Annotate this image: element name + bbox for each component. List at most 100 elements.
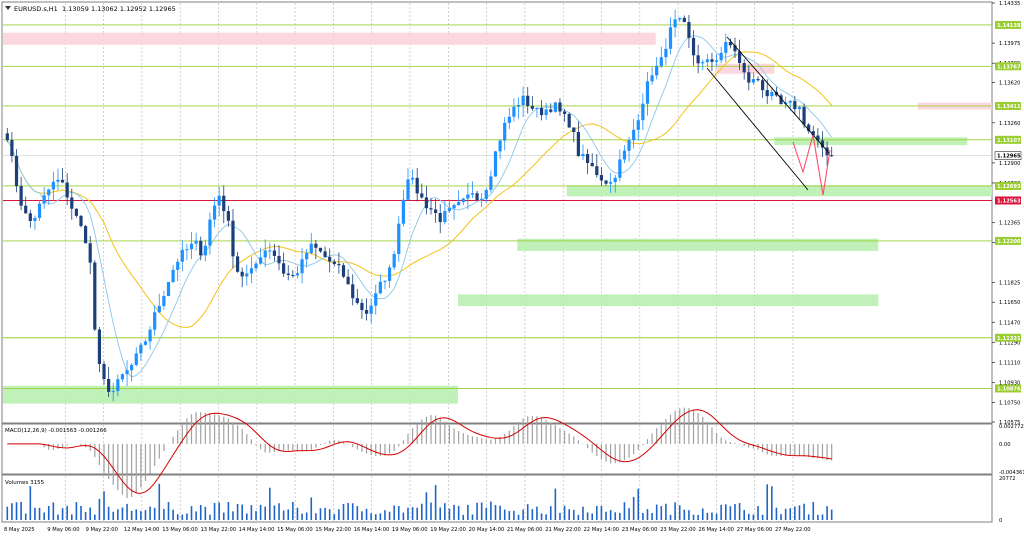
candle-body[interactable] <box>235 256 240 272</box>
candle-body[interactable] <box>770 91 774 97</box>
candle-body[interactable] <box>332 261 336 264</box>
candle-body[interactable] <box>259 257 263 264</box>
candle-body[interactable] <box>351 284 355 299</box>
candle-body[interactable] <box>79 215 83 227</box>
candle-body[interactable] <box>816 135 820 141</box>
candlesticks[interactable] <box>5 9 834 402</box>
candle-body[interactable] <box>493 151 498 177</box>
candle-body[interactable] <box>88 243 92 263</box>
candle-body[interactable] <box>521 95 525 106</box>
candle-body[interactable] <box>664 48 668 58</box>
candle-body[interactable] <box>74 208 78 216</box>
candle-body[interactable] <box>37 203 42 218</box>
candle-body[interactable] <box>97 329 102 365</box>
candle-body[interactable] <box>434 209 438 214</box>
candle-body[interactable] <box>277 255 281 264</box>
candle-body[interactable] <box>222 195 226 212</box>
candle-body[interactable] <box>457 201 461 206</box>
candle-body[interactable] <box>830 155 834 157</box>
candle-body[interactable] <box>576 131 580 157</box>
candle-body[interactable] <box>447 208 452 212</box>
candle-body[interactable] <box>645 81 650 104</box>
candle-body[interactable] <box>613 177 617 183</box>
candle-body[interactable] <box>751 79 756 83</box>
candle-body[interactable] <box>47 189 51 196</box>
candle-body[interactable] <box>714 60 719 62</box>
candle-body[interactable] <box>678 17 682 20</box>
candle-body[interactable] <box>410 177 415 180</box>
candle-body[interactable] <box>526 95 530 107</box>
candle-body[interactable] <box>733 45 737 52</box>
candle-body[interactable] <box>470 193 475 195</box>
candle-body[interactable] <box>530 106 534 109</box>
candle-body[interactable] <box>387 267 392 281</box>
candle-body[interactable] <box>364 310 369 314</box>
candle-body[interactable] <box>226 211 230 221</box>
candle-body[interactable] <box>14 155 19 187</box>
candle-body[interactable] <box>452 205 456 209</box>
candle-body[interactable] <box>461 198 465 202</box>
candle-body[interactable] <box>254 263 258 269</box>
candle-body[interactable] <box>797 106 802 110</box>
candle-body[interactable] <box>318 247 323 252</box>
candle-body[interactable] <box>682 17 686 23</box>
price-axis[interactable]: 1.143351.139751.137951.136201.132601.129… <box>992 1 1022 426</box>
candle-body[interactable] <box>143 341 148 345</box>
candle-body[interactable] <box>383 280 387 282</box>
candle-body[interactable] <box>604 180 608 184</box>
candle-body[interactable] <box>125 370 129 375</box>
candle-body[interactable] <box>498 140 502 152</box>
candle-body[interactable] <box>263 250 267 258</box>
candle-body[interactable] <box>807 124 811 132</box>
candle-body[interactable] <box>231 220 235 257</box>
candle-body[interactable] <box>737 51 742 64</box>
candle-body[interactable] <box>19 186 23 206</box>
candle-body[interactable] <box>516 105 521 107</box>
candle-body[interactable] <box>466 194 470 199</box>
candle-body[interactable] <box>489 176 493 190</box>
candle-body[interactable] <box>622 150 627 160</box>
candle-body[interactable] <box>503 122 507 141</box>
candle-body[interactable] <box>157 305 161 313</box>
candle-body[interactable] <box>5 133 9 141</box>
candle-body[interactable] <box>655 65 659 76</box>
candle-body[interactable] <box>176 261 180 270</box>
candle-body[interactable] <box>659 57 663 66</box>
candle-body[interactable] <box>130 364 134 371</box>
candle-body[interactable] <box>549 109 553 112</box>
candle-body[interactable] <box>305 253 309 260</box>
candle-body[interactable] <box>562 111 567 115</box>
candle-body[interactable] <box>535 107 539 109</box>
candle-body[interactable] <box>438 213 442 223</box>
candle-body[interactable] <box>742 63 746 73</box>
candle-body[interactable] <box>811 131 815 136</box>
candle-body[interactable] <box>756 79 760 81</box>
candle-body[interactable] <box>668 27 673 49</box>
candle-body[interactable] <box>166 281 171 297</box>
candle-body[interactable] <box>590 162 594 167</box>
candle-body[interactable] <box>765 90 769 97</box>
candle-body[interactable] <box>724 42 728 53</box>
candle-body[interactable] <box>268 250 272 252</box>
candle-body[interactable] <box>618 159 622 178</box>
candle-body[interactable] <box>291 274 295 276</box>
candle-body[interactable] <box>673 19 677 28</box>
candle-body[interactable] <box>793 100 797 110</box>
candle-body[interactable] <box>314 243 318 248</box>
candle-body[interactable] <box>240 271 244 277</box>
candle-body[interactable] <box>420 193 424 198</box>
candle-body[interactable] <box>203 245 207 256</box>
candle-body[interactable] <box>609 182 613 184</box>
candle-body[interactable] <box>10 140 14 156</box>
candle-body[interactable] <box>406 179 410 200</box>
candle-body[interactable] <box>567 114 571 128</box>
candle-body[interactable] <box>599 175 604 181</box>
candle-body[interactable] <box>360 302 364 311</box>
candle-body[interactable] <box>374 293 378 306</box>
candle-body[interactable] <box>217 195 221 206</box>
candle-body[interactable] <box>56 179 60 182</box>
candle-body[interactable] <box>484 189 488 199</box>
candle-body[interactable] <box>627 140 631 151</box>
